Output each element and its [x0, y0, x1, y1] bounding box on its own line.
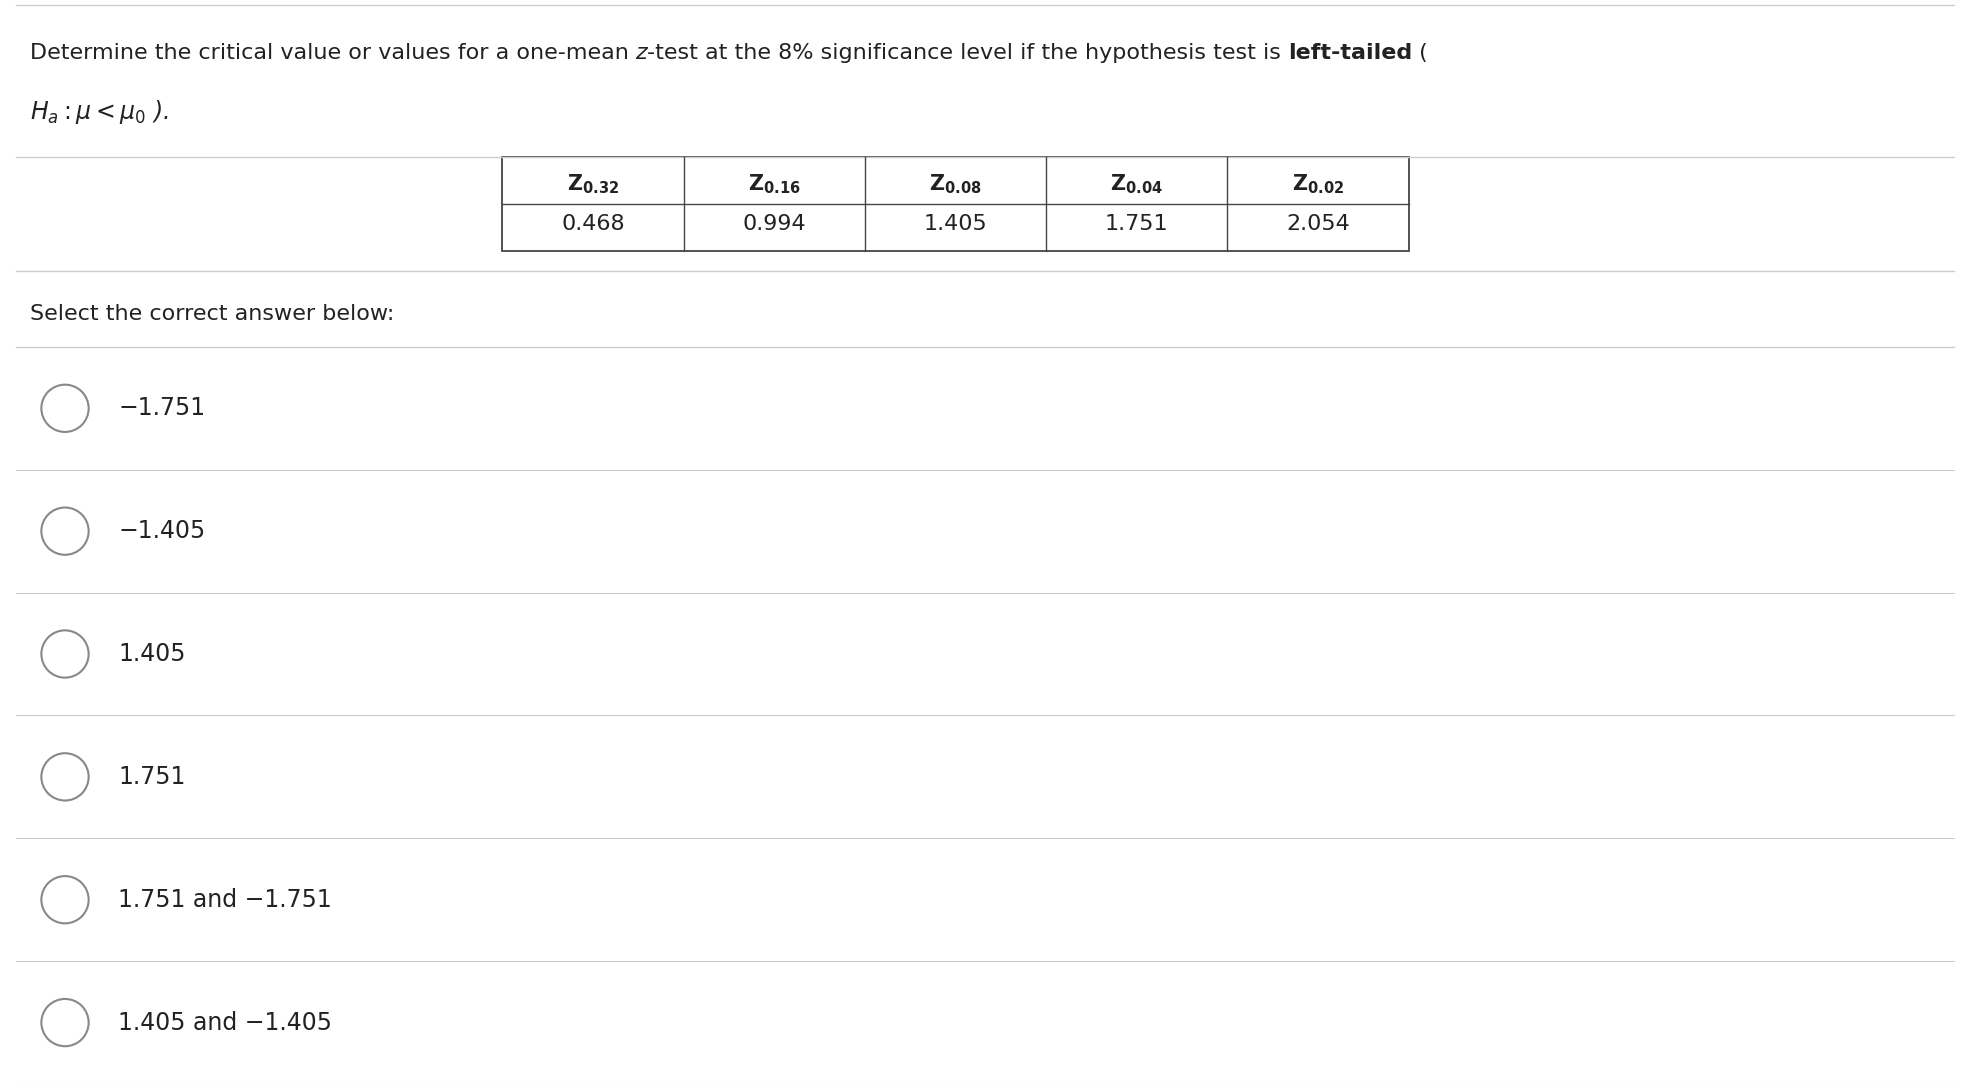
- Text: (: (: [1412, 43, 1428, 63]
- Ellipse shape: [41, 999, 89, 1046]
- Ellipse shape: [41, 385, 89, 431]
- Text: 1.751: 1.751: [118, 765, 185, 789]
- Text: 1.751: 1.751: [1105, 215, 1168, 234]
- Text: $\mathbf{Z_{0.32}}$: $\mathbf{Z_{0.32}}$: [567, 172, 619, 196]
- Text: 2.054: 2.054: [1286, 215, 1349, 234]
- Text: 1.751 and −1.751: 1.751 and −1.751: [118, 888, 333, 912]
- Text: 1.405: 1.405: [118, 642, 185, 666]
- Text: $\mathbf{Z_{0.08}}$: $\mathbf{Z_{0.08}}$: [930, 172, 981, 196]
- Text: 1.405: 1.405: [924, 215, 987, 234]
- Text: $\mathbf{Z_{0.02}}$: $\mathbf{Z_{0.02}}$: [1292, 172, 1344, 196]
- Text: 0.468: 0.468: [561, 215, 624, 234]
- Text: z: z: [636, 43, 648, 63]
- Text: $\mathbf{Z_{0.04}}$: $\mathbf{Z_{0.04}}$: [1111, 172, 1162, 196]
- Ellipse shape: [41, 876, 89, 924]
- Text: -test at the 8% significance level if the hypothesis test is: -test at the 8% significance level if th…: [648, 43, 1288, 63]
- Bar: [502, 157, 1409, 251]
- Text: 0.994: 0.994: [743, 215, 806, 234]
- Text: 1.405 and −1.405: 1.405 and −1.405: [118, 1010, 333, 1034]
- Text: −1.405: −1.405: [118, 519, 205, 543]
- Text: left-tailed: left-tailed: [1288, 43, 1412, 63]
- Text: Select the correct answer below:: Select the correct answer below:: [30, 304, 394, 323]
- Text: $H_a : \mu < \mu_0$ ).: $H_a : \mu < \mu_0$ ).: [30, 98, 169, 126]
- Ellipse shape: [41, 753, 89, 800]
- Text: $\mathbf{Z_{0.16}}$: $\mathbf{Z_{0.16}}$: [749, 172, 800, 196]
- Text: −1.751: −1.751: [118, 397, 205, 421]
- Text: Determine the critical value or values for a one-mean: Determine the critical value or values f…: [30, 43, 636, 63]
- Ellipse shape: [41, 507, 89, 555]
- Ellipse shape: [41, 631, 89, 678]
